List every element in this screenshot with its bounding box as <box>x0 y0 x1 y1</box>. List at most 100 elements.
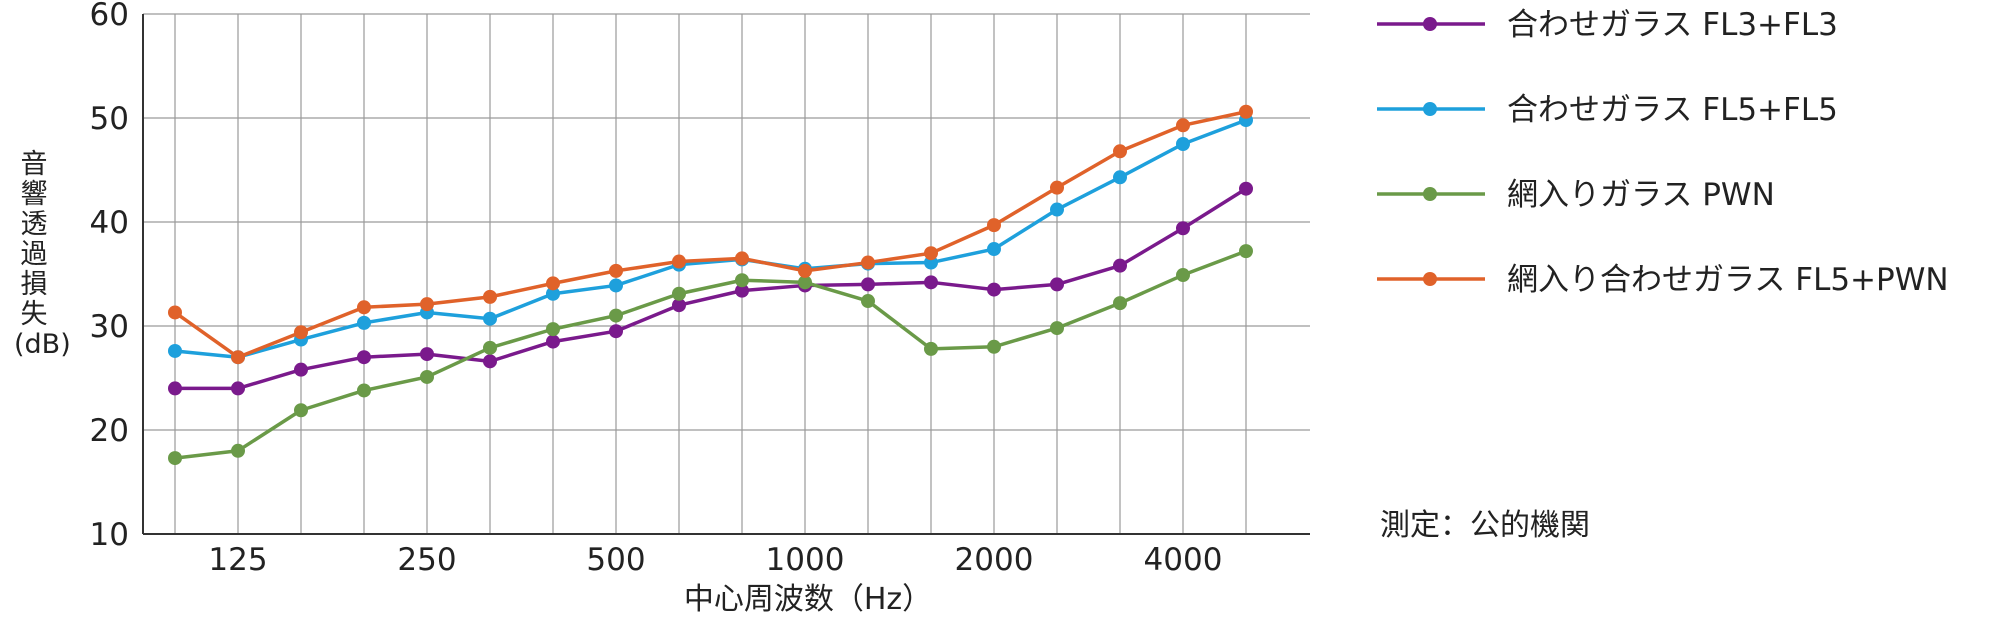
data-point <box>483 354 497 369</box>
legend: 合わせガラス FL3+FL3 合わせガラス FL5+FL5 網入りガラス PWN 網入… <box>1377 7 1949 298</box>
data-point <box>294 325 308 340</box>
legend-marker <box>1423 272 1437 286</box>
data-point <box>987 218 1001 233</box>
data-point <box>987 339 1001 354</box>
y-tick-label: 40 <box>90 205 129 241</box>
data-point <box>231 443 245 458</box>
data-point <box>483 289 497 304</box>
data-point <box>609 324 623 339</box>
data-point <box>861 277 875 292</box>
data-point <box>1176 118 1190 133</box>
data-point <box>294 362 308 377</box>
data-point <box>483 340 497 355</box>
x-tick-labels: 125 250 500 1000 2000 4000 <box>208 542 1222 578</box>
y-axis-label-unit: (dB) <box>14 329 71 360</box>
data-point <box>987 242 1001 257</box>
x-tick-label: 1000 <box>766 542 845 578</box>
data-point <box>1113 296 1127 311</box>
data-point <box>861 294 875 309</box>
data-point <box>672 254 686 269</box>
data-point <box>1176 221 1190 236</box>
data-point <box>1239 244 1253 259</box>
data-point <box>609 278 623 293</box>
data-point <box>231 381 245 396</box>
data-point <box>735 283 749 298</box>
data-point <box>483 311 497 326</box>
axes <box>142 14 1310 535</box>
data-point <box>1050 277 1064 292</box>
data-point <box>861 255 875 270</box>
y-tick-label: 20 <box>90 413 129 449</box>
x-tick-label: 250 <box>397 542 456 578</box>
legend-marker <box>1423 17 1437 31</box>
legend-label: 合わせガラス FL5+FL5 <box>1507 92 1838 128</box>
data-point <box>420 347 434 362</box>
data-point <box>357 315 371 330</box>
x-tick-label: 125 <box>208 542 267 578</box>
data-point <box>168 343 182 358</box>
data-point <box>1239 104 1253 119</box>
y-tick-label: 60 <box>90 0 129 33</box>
data-point <box>231 350 245 365</box>
data-point <box>924 341 938 356</box>
data-point <box>168 305 182 320</box>
data-point <box>735 273 749 288</box>
legend-marker <box>1423 102 1437 116</box>
data-point <box>609 308 623 323</box>
data-point <box>546 322 560 337</box>
x-tick-label: 4000 <box>1144 542 1223 578</box>
series-line <box>174 118 1247 359</box>
data-point <box>168 451 182 466</box>
data-point <box>672 286 686 301</box>
grid <box>143 13 1310 534</box>
data-point <box>1050 180 1064 195</box>
series-line <box>175 187 1247 391</box>
data-point <box>735 251 749 266</box>
data-point <box>1239 181 1253 196</box>
legend-label: 網入りガラス PWN <box>1507 177 1775 213</box>
y-tick-label: 10 <box>90 517 129 553</box>
data-point <box>357 383 371 398</box>
data-point <box>1113 170 1127 185</box>
data-point <box>1176 137 1190 151</box>
series-line <box>173 110 1247 359</box>
series-lines <box>168 104 1253 466</box>
data-point <box>420 297 434 312</box>
data-point <box>1113 258 1127 273</box>
data-point <box>1050 321 1064 336</box>
data-point <box>546 334 560 349</box>
x-tick-label: 2000 <box>955 542 1034 578</box>
data-point <box>798 275 812 290</box>
data-point <box>168 381 182 396</box>
data-point <box>294 403 308 418</box>
y-axis-label-char: 透 <box>20 209 48 240</box>
data-point <box>609 263 623 278</box>
y-tick-label: 50 <box>90 101 129 137</box>
data-point <box>672 298 686 313</box>
data-point <box>357 350 371 365</box>
y-axis-label-char: 過 <box>20 239 48 270</box>
y-axis-label-char: 失 <box>20 299 48 330</box>
data-point <box>357 300 371 315</box>
data-point <box>798 263 812 278</box>
legend-label: 合わせガラス FL3+FL3 <box>1507 7 1838 43</box>
y-axis-label: 音 響 透 過 損 失 (dB) <box>14 149 71 360</box>
measurement-note: 測定：公的機関 <box>1380 508 1590 543</box>
legend-marker <box>1423 187 1437 201</box>
y-axis-label-char: 損 <box>20 269 48 300</box>
series-line <box>174 249 1247 460</box>
x-axis-label: 中心周波数（Hz） <box>684 582 932 617</box>
y-axis-label-char: 音 <box>20 149 48 180</box>
y-tick-label: 30 <box>90 309 129 345</box>
data-point <box>420 369 434 384</box>
y-axis-label-char: 響 <box>20 179 48 210</box>
data-point <box>987 282 1001 297</box>
legend-label: 網入り合わせガラス FL5+PWN <box>1507 262 1949 298</box>
data-point <box>924 246 938 261</box>
data-point <box>924 275 938 290</box>
data-point <box>1113 144 1127 159</box>
data-point <box>1050 202 1064 217</box>
x-tick-label: 500 <box>586 542 645 578</box>
data-point <box>1176 268 1190 283</box>
